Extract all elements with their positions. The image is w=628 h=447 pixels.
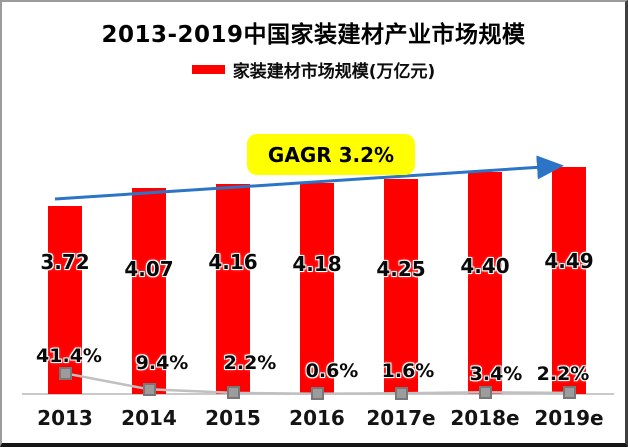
- growth-rate-label-2017e: 1.6%: [381, 360, 435, 382]
- bar-value-label-2013: 3.72: [40, 250, 90, 274]
- growth-marker-2014: [142, 382, 156, 396]
- growth-rate-label-2014: 9.4%: [135, 352, 189, 374]
- bar-value-label-2018e: 4.40: [460, 254, 510, 278]
- growth-rate-label-2018e: 3.4%: [469, 363, 523, 385]
- growth-marker-2015: [226, 386, 240, 400]
- bar-value-label-2015: 4.16: [208, 250, 258, 274]
- growth-rate-label-2013: 41.4%: [36, 345, 102, 367]
- bar-2016: [300, 182, 334, 394]
- bar-value-label-2016: 4.18: [292, 252, 342, 276]
- growth-marker-2013: [58, 366, 72, 380]
- x-axis-label-2016: 2016: [289, 406, 345, 430]
- growth-marker-2016: [310, 387, 324, 401]
- growth-rate-label-2016: 0.6%: [305, 360, 359, 382]
- x-axis-label-2015: 2015: [205, 406, 261, 430]
- plot-area: 3.72 41.4% 2013 4.07 9.4% 2014 4.16 2.2% 2015 4.1…: [2, 2, 625, 443]
- growth-marker-2018e: [478, 385, 492, 399]
- x-axis-label-2018e: 2018e: [450, 406, 520, 430]
- bar-value-label-2019e: 4.49: [544, 249, 594, 273]
- legend: 家装建材市场规模(万亿元): [2, 57, 625, 82]
- x-axis-label-2019e: 2019e: [534, 406, 604, 430]
- growth-rate-label-2019e: 2.2%: [536, 363, 590, 385]
- bar-2018e: [468, 171, 502, 394]
- growth-marker-2019e: [562, 386, 576, 400]
- cagr-annotation: GAGR 3.2%: [247, 134, 415, 175]
- bar-value-label-2014: 4.07: [124, 257, 174, 281]
- x-axis-label-2017e: 2017e: [366, 406, 436, 430]
- bar-2017e: [384, 179, 418, 394]
- growth-marker-2017e: [394, 386, 408, 400]
- bar-2015: [216, 183, 250, 394]
- bar-2013: [48, 206, 82, 394]
- bar-2014: [132, 188, 166, 394]
- chart-title: 2013-2019中国家装建材产业市场规模: [101, 22, 526, 48]
- bar-2019e: [552, 167, 586, 394]
- growth-rate-label-2015: 2.2%: [223, 352, 277, 374]
- legend-swatch-red: [191, 65, 225, 74]
- x-axis-label-2014: 2014: [121, 406, 177, 430]
- bar-value-label-2017e: 4.25: [376, 257, 426, 281]
- legend-label: 家装建材市场规模(万亿元): [232, 62, 436, 82]
- x-axis-label-2013: 2013: [37, 406, 93, 430]
